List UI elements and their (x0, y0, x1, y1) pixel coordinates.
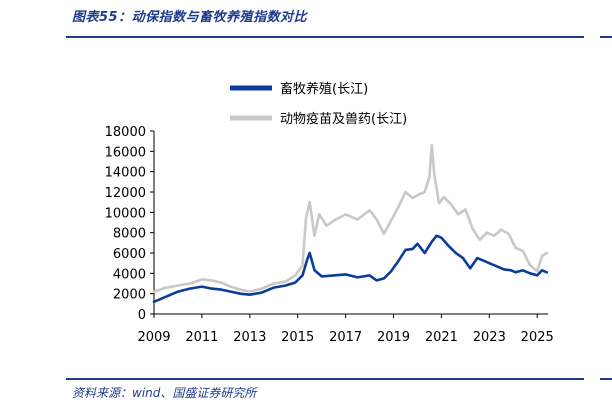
legend: 畜牧养殖(长江) 动物疫苗及兽药(长江) (230, 81, 407, 127)
bottom-rule (66, 378, 584, 380)
y-tick-label: 14000 (105, 166, 146, 181)
y-tick-label: 10000 (105, 206, 146, 221)
x-tick-label: 2015 (281, 330, 314, 345)
y-tick-label: 2000 (113, 288, 146, 303)
x-tick-label: 2019 (377, 330, 410, 345)
series-line-1 (152, 234, 549, 304)
x-tick-label: 2021 (425, 330, 458, 345)
bottom-rule-accent (600, 378, 612, 380)
x-tick-label: 2011 (185, 330, 218, 345)
figure-caption: 图表55：动保指数与畜牧养殖指数对比 (72, 10, 308, 25)
top-rule (66, 36, 584, 38)
x-tick-label: 2025 (521, 330, 554, 345)
x-tick-label: 2017 (329, 330, 362, 345)
y-tick-label: 18000 (105, 125, 146, 140)
x-tick-label: 2009 (137, 330, 170, 345)
y-tick-label: 12000 (105, 186, 146, 201)
y-tick-label: 0 (138, 308, 146, 323)
legend-label-series-1: 畜牧养殖(长江) (280, 81, 368, 97)
y-tick-label: 16000 (105, 145, 146, 160)
legend-label-series-2: 动物疫苗及兽药(长江) (280, 111, 407, 127)
top-rule-accent (600, 36, 612, 38)
x-axis: 2009 2011 2013 2015 2017 2019 2021 2023 2025 (137, 313, 554, 345)
x-tick-label: 2023 (473, 330, 506, 345)
source-note: 资料来源：wind、国盛证券研究所 (72, 386, 257, 400)
x-tick-label: 2013 (233, 330, 266, 345)
series-line-2 (152, 143, 549, 293)
y-tick-label: 4000 (113, 267, 146, 282)
y-tick-label: 8000 (113, 227, 146, 242)
y-tick-label: 6000 (113, 247, 146, 262)
plot-series (152, 143, 549, 304)
y-axis: 0 2000 4000 6000 8000 10000 12000 14000 16000 180… (105, 125, 155, 323)
